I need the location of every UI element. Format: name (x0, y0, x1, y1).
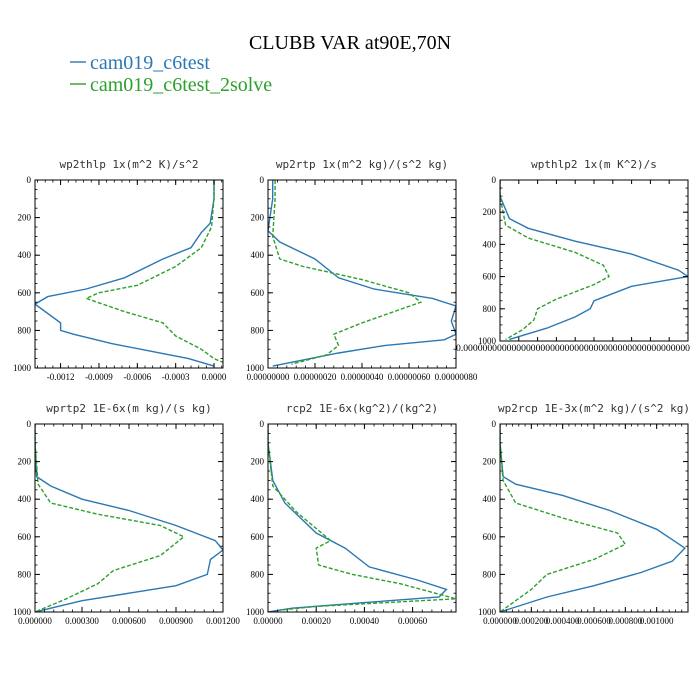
y-tick-label: 400 (251, 494, 265, 504)
y-tick-label: 600 (483, 272, 497, 282)
x-tick-label: 0.00000000 (247, 372, 290, 382)
y-tick-label: 600 (251, 532, 265, 542)
series-line-1 (268, 424, 448, 612)
y-tick-label: 200 (483, 207, 497, 217)
y-tick-label: 200 (18, 213, 32, 223)
y-tick-label: 800 (18, 569, 32, 579)
panels: wp2thlp 1x(m^2 K)/s^2 0 200 400 600 800 1000 -0… (13, 158, 691, 626)
y-tick-label: 400 (483, 494, 497, 504)
panel-title: wp2rtp 1x(m^2 kg)/(s^2 kg) (276, 158, 448, 171)
x-tick-label: 0.001200 (206, 616, 240, 626)
x-tick-label: 0.000000 (18, 616, 52, 626)
y-tick-label: 600 (18, 288, 32, 298)
y-tick-label: 800 (18, 325, 32, 335)
legend-label-1: cam019_c6test (90, 52, 210, 74)
panel-title: wprtp2 1E-6x(m kg)/(s kg) (46, 402, 212, 415)
x-tick-label: 0.0000 (202, 372, 227, 382)
y-tick-label: 1000 (13, 607, 32, 617)
panel-title: rcp2 1E-6x(kg^2)/(kg^2) (286, 402, 438, 415)
plot-frame (34, 179, 224, 369)
y-tick-label: 800 (251, 569, 265, 579)
x-tick-label: 0.00040 (350, 616, 380, 626)
x-tick-label: 0.00060 (398, 616, 428, 626)
series-line-1 (500, 424, 686, 612)
series-line-2 (500, 180, 610, 341)
y-tick-label: 400 (18, 250, 32, 260)
x-tick-label: 0.00000080 (435, 372, 478, 382)
y-tick-label: 1000 (478, 336, 497, 346)
y-tick-label: 600 (251, 288, 265, 298)
panel-1: wp2thlp 1x(m^2 K)/s^2 0 200 400 600 800 1000 -0… (13, 158, 227, 382)
y-tick-label: 400 (483, 239, 497, 249)
series-line-2 (500, 424, 627, 612)
y-tick-label: 1000 (246, 607, 265, 617)
x-tick-label: 0.000900 (159, 616, 193, 626)
y-tick-label: 0 (27, 175, 32, 185)
x-tick-label: 0.000200 (514, 616, 548, 626)
y-tick-label: 0 (260, 419, 265, 429)
x-tick-label: 0.000300 (65, 616, 99, 626)
y-tick-label: 600 (18, 532, 32, 542)
panel-title: wp2rcp 1E-3x(m^2 kg)/(s^2 kg) (498, 402, 690, 415)
main-title: CLUBB VAR at90E,70N (249, 32, 451, 54)
y-tick-label: 200 (483, 457, 497, 467)
x-tick-label: 0.00000040 (341, 372, 384, 382)
x-tick-label: 0.000600 (112, 616, 146, 626)
plot-frame (267, 179, 457, 369)
y-tick-label: 200 (18, 457, 32, 467)
y-tick-label: 400 (18, 494, 32, 504)
series-line-2 (268, 424, 456, 611)
x-tick-label: -0.0003 (162, 372, 190, 382)
x-tick-label: 0.000600 (577, 616, 611, 626)
series-line-1 (35, 180, 215, 367)
y-tick-label: 0 (492, 419, 497, 429)
y-tick-label: 0 (27, 419, 32, 429)
series-line-1 (500, 180, 688, 341)
panel-title: wp2thlp 1x(m^2 K)/s^2 (59, 158, 198, 171)
x-tick-label: 0.00000 (253, 616, 283, 626)
y-tick-label: 200 (251, 457, 265, 467)
panel-5: rcp2 1E-6x(kg^2)/(kg^2) 0 200 400 600 800 1000… (246, 402, 457, 626)
x-tick-label: 0.000400 (546, 616, 580, 626)
panel-title: wpthlp2 1x(m K^2)/s (531, 158, 657, 171)
y-tick-label: 800 (483, 569, 497, 579)
y-tick-label: 0 (260, 175, 265, 185)
panel-4: wprtp2 1E-6x(m kg)/(s kg) 0 200 400 600 800 10… (13, 402, 240, 626)
y-tick-label: 600 (483, 532, 497, 542)
series-line-2 (35, 424, 186, 612)
legend: cam019_c6test cam019_c6test_2solve (70, 52, 272, 96)
x-tick-label: 0.000000 (483, 616, 517, 626)
plot-frame (499, 423, 689, 613)
series-line-1 (268, 180, 456, 367)
legend-item-2: cam019_c6test_2solve (70, 74, 272, 96)
series-line-2 (84, 180, 223, 364)
x-tick-label: -0.0006 (123, 372, 151, 382)
panel-6: wp2rcp 1E-3x(m^2 kg)/(s^2 kg)0 200 400 600 8… (478, 402, 690, 626)
y-tick-label: 800 (483, 304, 497, 314)
y-tick-label: 1000 (13, 363, 32, 373)
series-line-1 (35, 424, 223, 612)
y-tick-label: 200 (251, 213, 265, 223)
plot-frame (34, 423, 224, 613)
y-tick-label: 0 (492, 175, 497, 185)
x-tick-label: -0.0009 (85, 372, 113, 382)
y-tick-label: 400 (251, 250, 265, 260)
x-tick-label: 0.000800 (608, 616, 642, 626)
legend-label-2: cam019_c6test_2solve (90, 74, 272, 96)
x-tick-label: 0.00000060 (388, 372, 431, 382)
legend-item-1: cam019_c6test (70, 52, 210, 74)
x-tick-label: 0.00000020 (294, 372, 337, 382)
x-tick-label: -0.0012 (47, 372, 75, 382)
x-tick-label: 0.001000 (640, 616, 674, 626)
y-tick-label: 1000 (478, 607, 497, 617)
y-tick-label: 800 (251, 325, 265, 335)
panel-2: wp2rtp 1x(m^2 kg)/(s^2 kg) 0 200 400 600 800 1… (246, 158, 478, 382)
x-tick-label-overlapped: 0.00000000000000000000000000000000000000… (456, 343, 691, 353)
panel-3: wpthlp2 1x(m K^2)/s 0 200 400 600 800 10000.00… (456, 158, 691, 353)
y-tick-label: 1000 (246, 363, 265, 373)
x-tick-label: 0.00020 (302, 616, 332, 626)
series-line-2 (271, 180, 423, 365)
